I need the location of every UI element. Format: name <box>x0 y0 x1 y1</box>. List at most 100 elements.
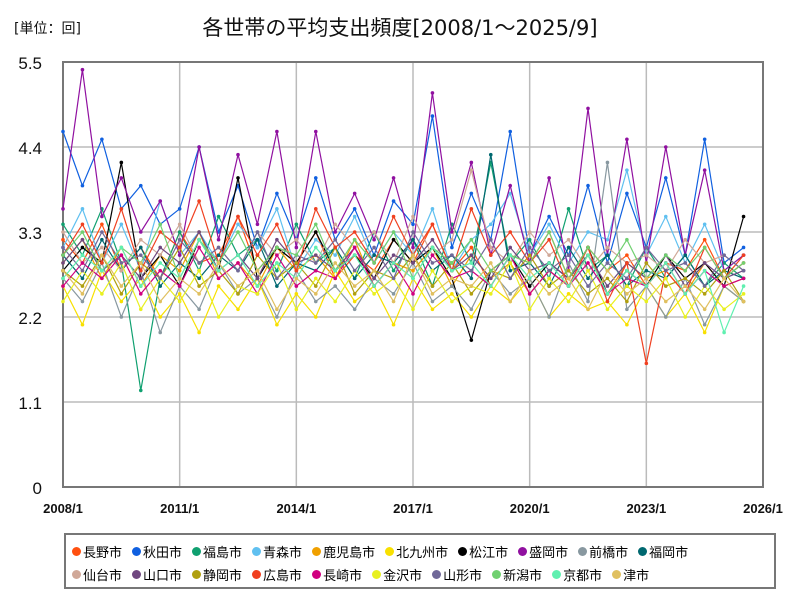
data-point <box>138 276 143 281</box>
data-point <box>488 152 493 157</box>
series-line-2 <box>62 162 744 391</box>
data-point <box>216 315 221 319</box>
data-point <box>488 292 493 296</box>
data-point <box>683 253 688 257</box>
data-point <box>722 284 726 288</box>
data-point <box>197 145 201 149</box>
data-point <box>197 261 201 265</box>
data-point <box>236 307 240 312</box>
data-point <box>469 253 474 257</box>
data-point <box>119 292 124 296</box>
data-point <box>411 253 415 257</box>
legend-item: 盛岡市 <box>518 542 568 561</box>
legend-label: 新潟市 <box>503 569 543 584</box>
data-point <box>722 253 726 257</box>
data-point <box>625 276 629 281</box>
data-point <box>430 114 435 118</box>
data-point <box>644 299 649 304</box>
x-tick-label: 2020/1 <box>510 501 550 516</box>
data-point <box>644 276 649 281</box>
data-point <box>333 299 338 304</box>
data-point <box>605 268 610 273</box>
data-point <box>605 245 610 250</box>
y-tick-label: 5.5 <box>18 54 42 73</box>
data-point <box>352 207 357 211</box>
data-point <box>411 307 415 312</box>
data-point <box>741 214 746 219</box>
data-point <box>508 276 513 281</box>
data-point <box>391 199 396 203</box>
data-point <box>566 207 571 211</box>
data-point <box>430 222 435 227</box>
data-point <box>138 237 143 242</box>
data-point <box>663 176 668 180</box>
data-point <box>488 268 493 273</box>
legend-marker-icon <box>192 570 202 579</box>
data-point <box>158 268 163 273</box>
data-point <box>663 276 668 281</box>
data-point <box>508 129 513 134</box>
data-point <box>663 145 668 149</box>
data-point <box>605 253 610 257</box>
legend-item: 北九州市 <box>385 542 448 561</box>
legend-marker-icon <box>432 570 442 579</box>
y-tick-label: 4.4 <box>18 139 42 158</box>
data-point <box>430 292 435 296</box>
data-point <box>625 237 629 242</box>
data-point <box>197 230 201 234</box>
data-point <box>702 268 707 273</box>
data-point <box>508 299 513 304</box>
legend-item: 福岡市 <box>638 542 688 561</box>
legend-item: 京都市 <box>552 565 602 584</box>
legend-item: 広島市 <box>252 565 302 584</box>
data-point <box>333 253 338 257</box>
data-point <box>469 191 474 196</box>
data-point <box>586 284 590 288</box>
data-point <box>411 237 415 242</box>
data-point <box>430 268 435 273</box>
data-point <box>702 322 707 327</box>
data-point <box>294 268 299 273</box>
data-point <box>333 230 338 234</box>
y-tick-label: 0 <box>33 479 42 498</box>
data-point <box>197 330 201 335</box>
data-point <box>469 237 474 242</box>
data-point <box>722 268 726 273</box>
legend-item: 仙台市 <box>72 565 122 584</box>
data-point <box>663 261 668 265</box>
data-point <box>80 183 85 188</box>
data-point <box>508 268 513 273</box>
data-point <box>391 268 396 273</box>
data-point <box>411 268 415 273</box>
legend-marker-icon <box>72 547 81 556</box>
data-point <box>586 183 590 188</box>
data-point <box>158 299 163 304</box>
plot-border <box>62 61 764 488</box>
data-point <box>333 261 338 265</box>
legend-item: 山形市 <box>432 565 482 584</box>
data-point <box>391 261 396 265</box>
data-point <box>80 230 85 234</box>
data-point <box>313 176 318 180</box>
data-point <box>586 292 590 296</box>
data-point <box>391 230 396 234</box>
data-point <box>547 276 551 281</box>
data-point <box>236 176 240 180</box>
data-point <box>352 230 357 234</box>
data-point <box>275 207 279 211</box>
data-point <box>313 261 318 265</box>
data-point <box>702 292 707 296</box>
data-point <box>663 253 668 257</box>
data-point <box>158 222 163 227</box>
data-point <box>80 292 85 296</box>
legend-item: 新潟市 <box>492 565 542 584</box>
data-point <box>333 268 338 273</box>
data-point <box>216 253 221 257</box>
data-point <box>275 284 279 288</box>
data-point <box>683 292 688 296</box>
data-point <box>275 222 279 227</box>
legend-label: 青森市 <box>263 546 303 561</box>
chart-title: 各世帯の平均支出頻度[2008/1～2025/9] <box>202 16 598 40</box>
data-point <box>372 276 376 281</box>
